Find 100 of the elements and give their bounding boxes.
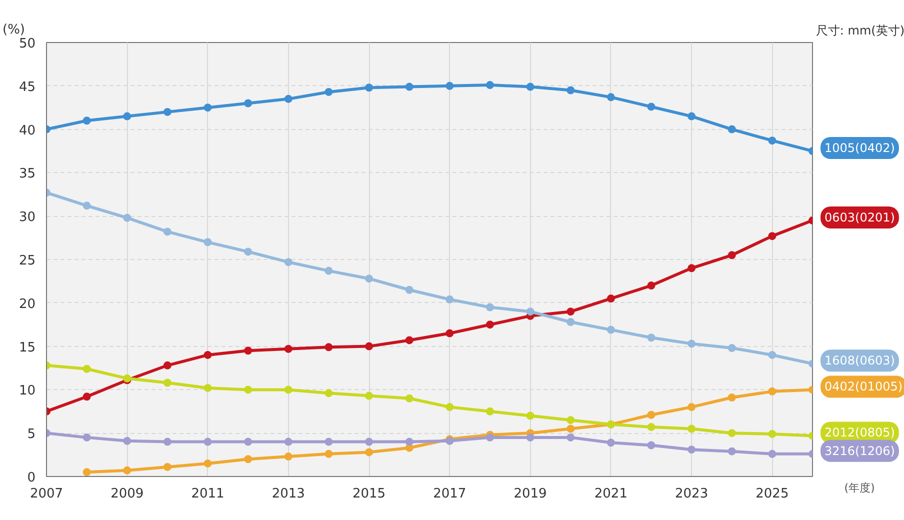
y-tick-label: 10 — [18, 384, 36, 399]
point — [486, 407, 494, 416]
point — [82, 202, 91, 210]
y-tick-label: 25 — [18, 254, 36, 268]
point — [688, 446, 696, 454]
point — [163, 361, 172, 370]
point — [728, 447, 736, 456]
point — [82, 433, 91, 442]
series-label: 1608(0603) — [824, 354, 895, 368]
x-tick-label: 2009 — [110, 486, 144, 502]
point — [82, 392, 91, 401]
point — [204, 459, 212, 468]
point — [204, 104, 212, 112]
point — [688, 112, 696, 120]
point — [526, 82, 534, 91]
point — [163, 108, 172, 116]
point — [728, 429, 736, 438]
y-tick-label: 30 — [18, 210, 36, 226]
point — [284, 438, 292, 446]
point — [405, 394, 414, 402]
point — [768, 350, 776, 359]
x-tick-label: 2021 — [594, 486, 628, 502]
point — [606, 294, 615, 303]
x-tick-label: 2019 — [514, 486, 547, 502]
point — [768, 136, 776, 145]
x-tick-label: 2017 — [433, 486, 466, 502]
point — [324, 343, 333, 352]
y-tick-label: 0 — [27, 470, 36, 486]
x-tick-label: 2007 — [30, 486, 64, 502]
point — [324, 389, 333, 398]
y-tick-label: 5 — [27, 427, 36, 442]
x-tick-label: 2025 — [756, 486, 789, 502]
point — [486, 320, 494, 329]
series-label: 2012(0805) — [824, 426, 895, 440]
point — [82, 116, 91, 125]
point — [446, 403, 454, 412]
point — [163, 462, 172, 471]
point — [566, 416, 575, 424]
point — [365, 392, 374, 400]
point — [324, 266, 333, 275]
series-label: 0402(01005) — [824, 380, 903, 394]
point — [486, 433, 494, 442]
point — [365, 84, 374, 92]
point — [204, 238, 212, 246]
x-tick-label: 2015 — [352, 486, 386, 502]
point — [82, 468, 91, 476]
y-tick-label: 15 — [18, 340, 36, 356]
point — [647, 423, 656, 432]
point — [284, 386, 292, 394]
x-axis-title: (年度) — [844, 482, 875, 494]
point — [606, 93, 615, 102]
point — [123, 436, 132, 445]
point — [526, 308, 534, 316]
point — [163, 228, 172, 236]
y-tick-label: 45 — [18, 80, 36, 95]
point — [768, 450, 776, 458]
point — [688, 340, 696, 348]
point — [365, 448, 374, 456]
point — [446, 329, 454, 338]
point — [244, 346, 252, 355]
point — [324, 88, 333, 96]
point — [284, 452, 292, 461]
point — [284, 258, 292, 266]
point — [82, 364, 91, 373]
point — [123, 214, 132, 222]
point — [204, 438, 212, 446]
point — [566, 318, 575, 326]
point — [365, 274, 374, 283]
point — [163, 438, 172, 446]
point — [204, 384, 212, 392]
series-label: 1005(0402) — [824, 141, 895, 155]
point — [324, 450, 333, 458]
point — [405, 286, 414, 294]
y-tick-label: 35 — [18, 166, 36, 182]
point — [244, 455, 252, 464]
point — [728, 251, 736, 260]
point — [324, 438, 333, 446]
point — [486, 81, 494, 90]
point — [566, 308, 575, 316]
point — [526, 433, 534, 442]
point — [405, 82, 414, 91]
point — [768, 430, 776, 438]
point — [123, 466, 132, 474]
y-axis-title: (%) — [2, 22, 25, 38]
y-tick-label: 40 — [18, 123, 36, 138]
point — [647, 441, 656, 450]
point — [244, 438, 252, 446]
series-label: 3216(1206) — [824, 444, 895, 458]
point — [606, 438, 615, 447]
point — [244, 248, 252, 256]
point — [768, 232, 776, 240]
point — [566, 433, 575, 442]
point — [768, 387, 776, 396]
point — [606, 326, 615, 334]
point — [365, 342, 374, 350]
point — [446, 295, 454, 304]
point — [647, 410, 656, 419]
series-label: 0603(0201) — [824, 210, 895, 224]
x-tick-label: 2011 — [191, 486, 224, 502]
point — [123, 112, 132, 120]
